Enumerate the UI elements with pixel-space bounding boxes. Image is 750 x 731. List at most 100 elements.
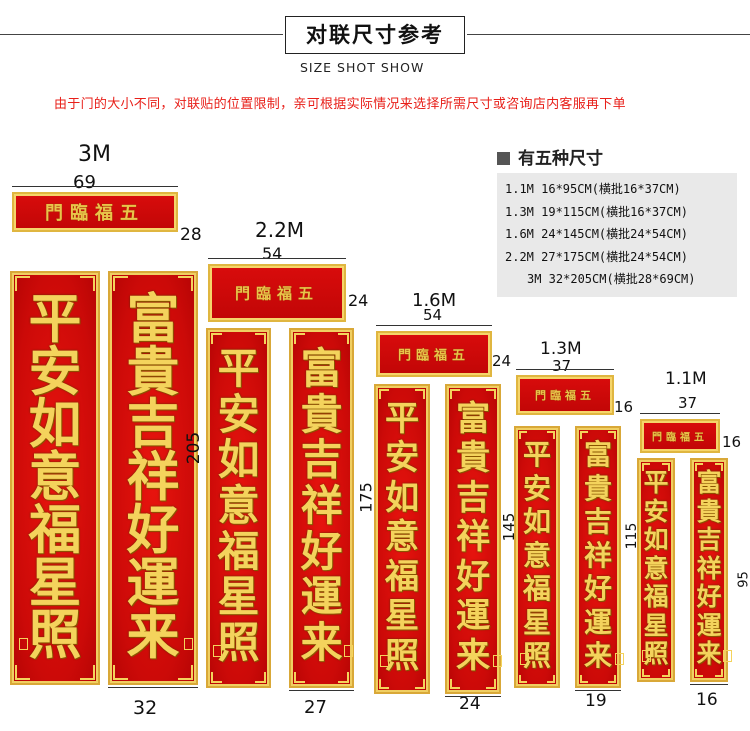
couplet-char: 来 xyxy=(584,639,612,673)
couplet-char: 意 xyxy=(523,538,551,572)
corner-ornament xyxy=(715,463,723,471)
couplet-char: 来 xyxy=(696,639,722,669)
scroll-width-line-1 xyxy=(108,687,198,688)
corner-ornament xyxy=(519,431,527,439)
left-scroll-text-4: 平安如意福星照 xyxy=(516,441,558,670)
couplet-char: 吉 xyxy=(455,477,491,518)
couplet-char: 平 xyxy=(643,468,669,497)
banner-text-4: 門臨福五 xyxy=(535,389,595,402)
size-row-3: 1.6M 24*145CM(横批24*54CM) xyxy=(505,227,688,241)
scroll-width-label-4: 19 xyxy=(585,691,607,711)
couplet-char: 安 xyxy=(28,341,82,403)
couplet-char: 好 xyxy=(455,556,491,597)
left-scroll-5: 平安如意福星照 xyxy=(637,458,675,682)
right-scroll-text-3: 富貴吉祥好運来 xyxy=(447,402,499,673)
horizontal-banner-5: 門臨福五 xyxy=(640,419,720,453)
scroll-width-line-3 xyxy=(445,696,501,697)
horizontal-banner-4: 門臨福五 xyxy=(516,375,614,415)
square-bullet-icon xyxy=(497,152,510,165)
couplet-char: 星 xyxy=(384,596,420,637)
corner-ornament xyxy=(486,389,496,399)
left-scroll-text-2: 平安如意福星照 xyxy=(208,348,269,664)
right-scroll-3: 富貴吉祥好運来 xyxy=(445,384,502,694)
couplet-char: 貴 xyxy=(584,471,612,505)
corner-ornament xyxy=(695,669,703,677)
couplet-char: 福 xyxy=(643,582,669,612)
corner-ornament xyxy=(608,675,616,683)
horizontal-banner-2: 門臨福五 xyxy=(208,264,346,322)
seal-stamp xyxy=(723,650,732,662)
banner-width-line-2 xyxy=(208,258,346,259)
couplet-char: 安 xyxy=(384,438,420,479)
scroll-height-label-2: 175 xyxy=(356,482,376,513)
right-scroll-1: 富貴吉祥好運来 xyxy=(108,271,198,685)
size-table-heading: 有五种尺寸 xyxy=(497,144,603,169)
couplet-char: 安 xyxy=(523,471,551,505)
couplet-char: 星 xyxy=(643,610,669,640)
horizontal-banner-3: 門臨福五 xyxy=(376,331,492,377)
corner-ornament xyxy=(519,675,527,683)
size-row-5: 3M 32*205CM(横批28*69CM) xyxy=(527,272,696,286)
couplet-char: 如 xyxy=(217,435,260,485)
corner-ornament xyxy=(379,389,389,399)
right-scroll-2: 富貴吉祥好運来 xyxy=(289,328,354,688)
banner-height-label-2: 24 xyxy=(348,291,369,310)
corner-ornament xyxy=(547,431,555,439)
couplet-char: 吉 xyxy=(584,505,612,539)
page-subtitle: SIZE SHOT SHOW xyxy=(300,60,425,75)
corner-ornament xyxy=(15,665,30,680)
couplet-char: 平 xyxy=(384,399,420,439)
right-scroll-text-4: 富貴吉祥好運来 xyxy=(577,441,619,670)
couplet-char: 吉 xyxy=(300,435,343,485)
banner-width-label-4: 37 xyxy=(552,357,572,375)
couplet-char: 運 xyxy=(696,610,722,640)
banner-width-label-2: 54 xyxy=(262,244,283,263)
couplet-char: 平 xyxy=(217,344,260,393)
page-title: 对联尺寸参考 xyxy=(285,16,465,54)
corner-ornament xyxy=(255,672,266,683)
corner-ornament xyxy=(715,669,723,677)
corner-ornament xyxy=(580,675,588,683)
seal-stamp xyxy=(380,655,389,667)
couplet-char: 星 xyxy=(217,572,260,622)
banner-height-label-1: 28 xyxy=(180,225,202,245)
size-label-3: 1.6M xyxy=(412,290,457,311)
corner-ornament xyxy=(642,463,650,471)
couplet-char: 如 xyxy=(28,394,82,456)
couplet-char: 貴 xyxy=(126,341,180,403)
couplet-char: 好 xyxy=(300,526,343,576)
couplet-char: 安 xyxy=(643,496,669,526)
banner-width-label-5: 37 xyxy=(678,394,698,412)
couplet-char: 運 xyxy=(300,572,343,622)
corner-ornament xyxy=(379,679,389,689)
corner-ornament xyxy=(486,679,496,689)
corner-ornament xyxy=(608,431,616,439)
couplet-char: 富 xyxy=(696,468,722,497)
couplet-char: 平 xyxy=(28,289,82,350)
corner-ornament xyxy=(211,333,222,344)
couplet-char: 来 xyxy=(455,635,491,676)
size-label-2: 2.2M xyxy=(255,218,305,242)
seal-stamp xyxy=(493,655,502,667)
couplet-char: 福 xyxy=(28,499,82,561)
seal-stamp xyxy=(344,645,353,657)
banner-width-line-5 xyxy=(640,413,720,414)
couplet-char: 富 xyxy=(126,289,180,350)
corner-ornament xyxy=(450,389,460,399)
couplet-char: 好 xyxy=(696,582,722,612)
couplet-char: 如 xyxy=(523,505,551,539)
couplet-char: 運 xyxy=(584,605,612,639)
couplet-char: 照 xyxy=(217,618,260,668)
size-row-2: 1.3M 19*115CM(横批16*37CM) xyxy=(505,205,688,219)
couplet-char: 如 xyxy=(384,477,420,518)
size-row-1: 1.1M 16*95CM(横批16*37CM) xyxy=(505,182,681,196)
couplet-char: 平 xyxy=(523,438,551,471)
banner-width-line-3 xyxy=(376,325,492,326)
size-label-4: 1.3M xyxy=(540,339,582,359)
couplet-char: 運 xyxy=(126,552,180,614)
banner-width-label-3: 54 xyxy=(423,306,443,324)
left-scroll-2: 平安如意福星照 xyxy=(206,328,271,688)
corner-ornament xyxy=(178,276,193,291)
left-scroll-4: 平安如意福星照 xyxy=(514,426,560,688)
size-row-4: 2.2M 27*175CM(横批24*54CM) xyxy=(505,250,688,264)
